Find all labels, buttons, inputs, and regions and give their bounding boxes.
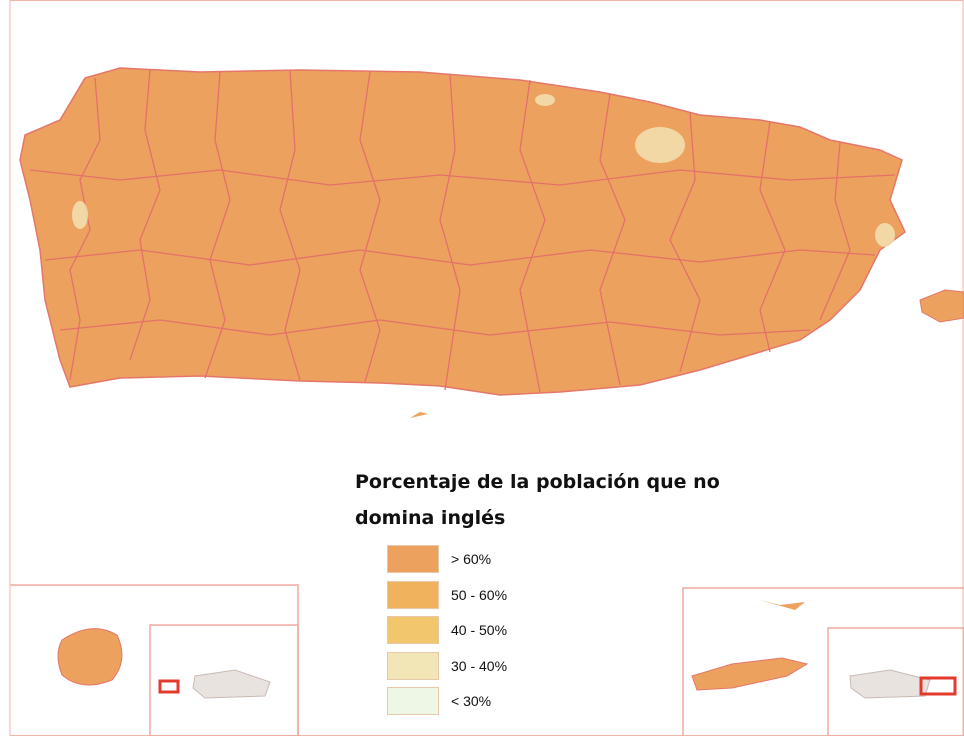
legend-item: < 30%	[387, 687, 491, 715]
legend-swatch	[387, 687, 439, 715]
locator-island	[192, 669, 271, 699]
municipal-borders	[29, 69, 896, 393]
mona	[57, 628, 123, 686]
legend-label: < 30%	[451, 693, 492, 709]
inset-right-locator	[827, 627, 964, 736]
legend-swatch	[387, 545, 439, 573]
legend-item: 50 - 60%	[387, 580, 508, 609]
vieques	[919, 289, 964, 323]
vieques-inset	[691, 657, 809, 691]
legend-label: 50 - 60%	[451, 586, 508, 603]
inset-right	[682, 587, 964, 736]
legend-label: 30 - 40%	[451, 657, 508, 674]
culebra-inset	[760, 600, 805, 610]
inset-left	[10, 584, 299, 736]
light-patches	[72, 94, 895, 247]
locator-box-2	[919, 676, 957, 696]
legend-item: > 60%	[387, 545, 491, 573]
locator-box	[158, 679, 180, 694]
legend-swatch	[387, 580, 439, 609]
legend-swatch	[387, 651, 439, 680]
islet	[410, 412, 428, 418]
inset-left-locator	[149, 624, 299, 736]
legend-label: > 60%	[451, 551, 492, 567]
legend-title: Porcentaje de la población que no domina…	[355, 471, 720, 529]
legend-item: 30 - 40%	[387, 651, 508, 680]
island	[19, 67, 906, 396]
locator-island-2	[849, 669, 931, 699]
legend-swatch	[387, 616, 439, 644]
legend-label: 40 - 50%	[451, 622, 508, 638]
legend-item: 40 - 50%	[387, 616, 507, 644]
